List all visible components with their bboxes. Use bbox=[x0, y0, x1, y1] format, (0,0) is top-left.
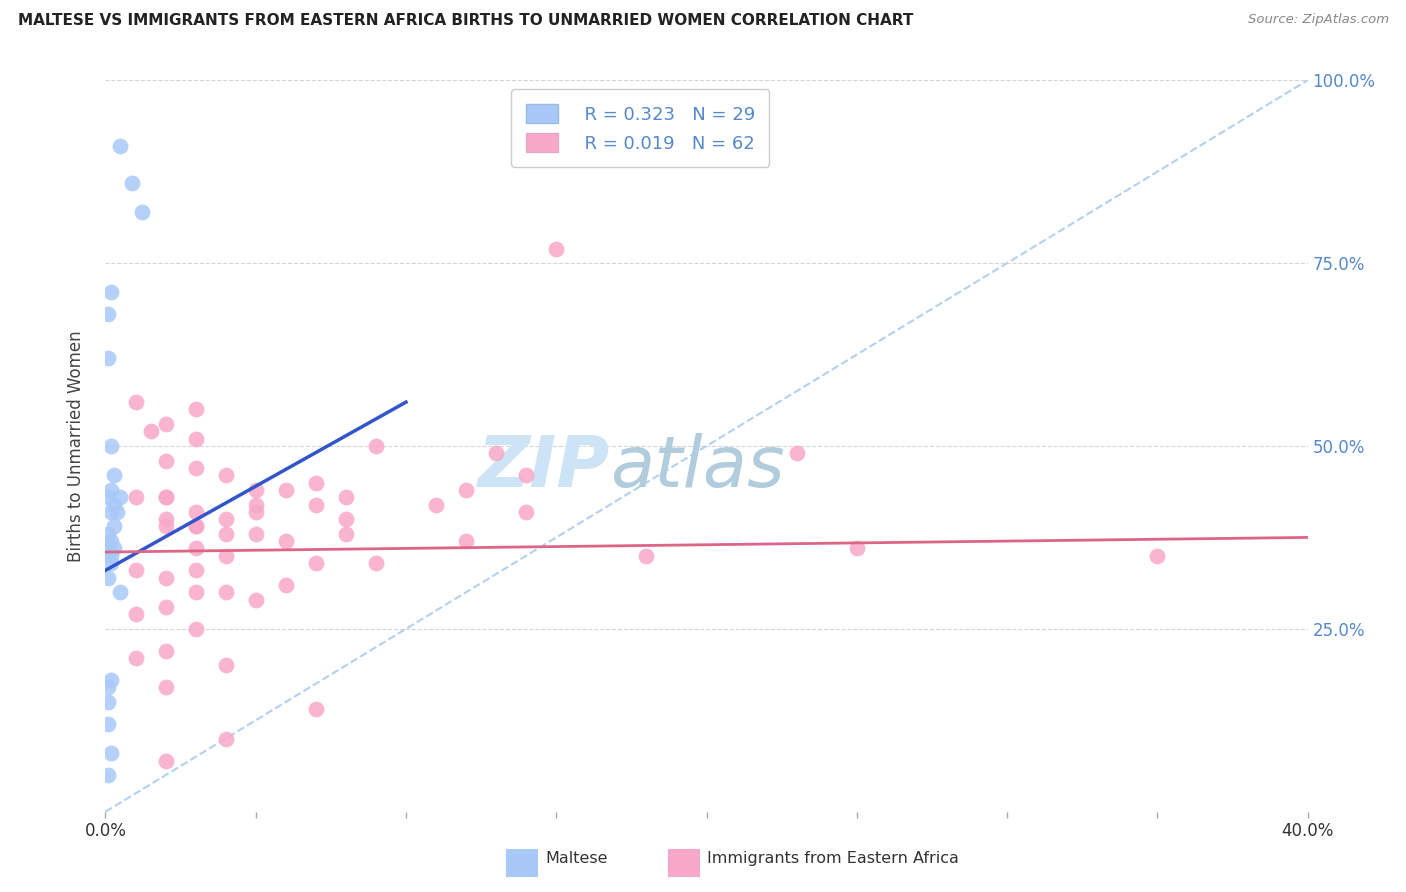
Text: ZIP: ZIP bbox=[478, 434, 610, 502]
Text: Immigrants from Eastern Africa: Immigrants from Eastern Africa bbox=[707, 851, 959, 865]
Point bbox=[97, 695, 120, 709]
Point bbox=[184, 461, 207, 475]
Point bbox=[97, 526, 120, 541]
Text: MALTESE VS IMMIGRANTS FROM EASTERN AFRICA BIRTHS TO UNMARRIED WOMEN CORRELATION : MALTESE VS IMMIGRANTS FROM EASTERN AFRIC… bbox=[18, 13, 914, 29]
Point bbox=[124, 651, 146, 665]
Point bbox=[139, 425, 162, 439]
Point bbox=[100, 505, 122, 519]
Point bbox=[155, 681, 177, 695]
Point bbox=[184, 519, 207, 533]
Point bbox=[214, 658, 236, 673]
Point bbox=[100, 439, 122, 453]
Point bbox=[121, 176, 143, 190]
Point bbox=[184, 519, 207, 533]
Point bbox=[110, 139, 132, 153]
Point bbox=[335, 512, 357, 526]
Text: Maltese: Maltese bbox=[546, 851, 607, 865]
Point bbox=[305, 702, 328, 716]
Point bbox=[155, 754, 177, 768]
Point bbox=[335, 526, 357, 541]
Point bbox=[184, 585, 207, 599]
Point bbox=[786, 446, 808, 460]
Point bbox=[107, 505, 129, 519]
Point bbox=[335, 490, 357, 504]
Point bbox=[425, 498, 447, 512]
Point bbox=[305, 475, 328, 490]
Point bbox=[274, 578, 297, 592]
Text: Source: ZipAtlas.com: Source: ZipAtlas.com bbox=[1249, 13, 1389, 27]
Point bbox=[97, 307, 120, 321]
Point bbox=[305, 556, 328, 570]
Point bbox=[245, 498, 267, 512]
Point bbox=[546, 242, 568, 256]
Point bbox=[97, 351, 120, 366]
Point bbox=[100, 673, 122, 687]
Point bbox=[100, 285, 122, 300]
Point bbox=[364, 556, 387, 570]
Y-axis label: Births to Unmarried Women: Births to Unmarried Women bbox=[66, 330, 84, 562]
Point bbox=[245, 483, 267, 497]
Point bbox=[155, 519, 177, 533]
Point bbox=[184, 402, 207, 417]
Point bbox=[110, 490, 132, 504]
Text: atlas: atlas bbox=[610, 434, 785, 502]
Point bbox=[97, 541, 120, 556]
Point bbox=[97, 768, 120, 782]
Point bbox=[155, 453, 177, 467]
Point bbox=[245, 526, 267, 541]
Point bbox=[100, 556, 122, 570]
Point bbox=[100, 746, 122, 760]
Point bbox=[305, 498, 328, 512]
Point bbox=[103, 468, 125, 483]
Point bbox=[184, 622, 207, 636]
Point bbox=[155, 512, 177, 526]
Point bbox=[103, 498, 125, 512]
Point bbox=[454, 483, 477, 497]
Point bbox=[103, 541, 125, 556]
Legend:   R = 0.323   N = 29,   R = 0.019   N = 62: R = 0.323 N = 29, R = 0.019 N = 62 bbox=[512, 89, 769, 167]
Point bbox=[515, 505, 537, 519]
Point bbox=[97, 717, 120, 731]
Point bbox=[155, 599, 177, 614]
Point bbox=[100, 534, 122, 549]
Point bbox=[97, 681, 120, 695]
Point bbox=[184, 432, 207, 446]
Point bbox=[274, 534, 297, 549]
Point bbox=[245, 505, 267, 519]
Point bbox=[214, 526, 236, 541]
Point bbox=[845, 541, 868, 556]
Point bbox=[245, 592, 267, 607]
Point bbox=[124, 490, 146, 504]
Point bbox=[124, 607, 146, 622]
Point bbox=[214, 731, 236, 746]
Point bbox=[184, 563, 207, 577]
Point bbox=[131, 205, 153, 219]
Point bbox=[1146, 549, 1168, 563]
Point bbox=[100, 483, 122, 497]
Point bbox=[155, 644, 177, 658]
Point bbox=[214, 512, 236, 526]
Point bbox=[155, 417, 177, 431]
Point bbox=[485, 446, 508, 460]
Point bbox=[636, 549, 658, 563]
Point bbox=[124, 563, 146, 577]
Point bbox=[110, 585, 132, 599]
Point bbox=[103, 519, 125, 533]
Point bbox=[364, 439, 387, 453]
Point bbox=[214, 549, 236, 563]
Point bbox=[515, 468, 537, 483]
Point bbox=[124, 395, 146, 409]
Point bbox=[184, 541, 207, 556]
Point bbox=[274, 483, 297, 497]
Point bbox=[454, 534, 477, 549]
Point bbox=[214, 468, 236, 483]
Point bbox=[155, 490, 177, 504]
Point bbox=[155, 571, 177, 585]
Point bbox=[97, 571, 120, 585]
Point bbox=[100, 549, 122, 563]
Point bbox=[97, 490, 120, 504]
Point bbox=[155, 490, 177, 504]
Point bbox=[184, 505, 207, 519]
Point bbox=[214, 585, 236, 599]
